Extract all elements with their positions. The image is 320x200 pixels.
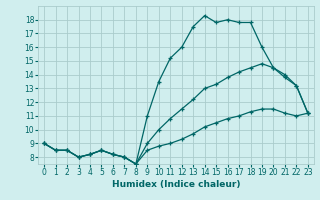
X-axis label: Humidex (Indice chaleur): Humidex (Indice chaleur) <box>112 180 240 189</box>
